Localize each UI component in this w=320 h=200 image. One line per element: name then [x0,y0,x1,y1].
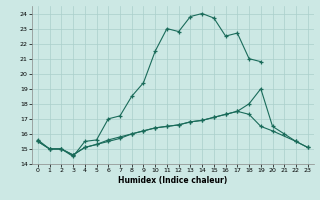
X-axis label: Humidex (Indice chaleur): Humidex (Indice chaleur) [118,176,228,185]
